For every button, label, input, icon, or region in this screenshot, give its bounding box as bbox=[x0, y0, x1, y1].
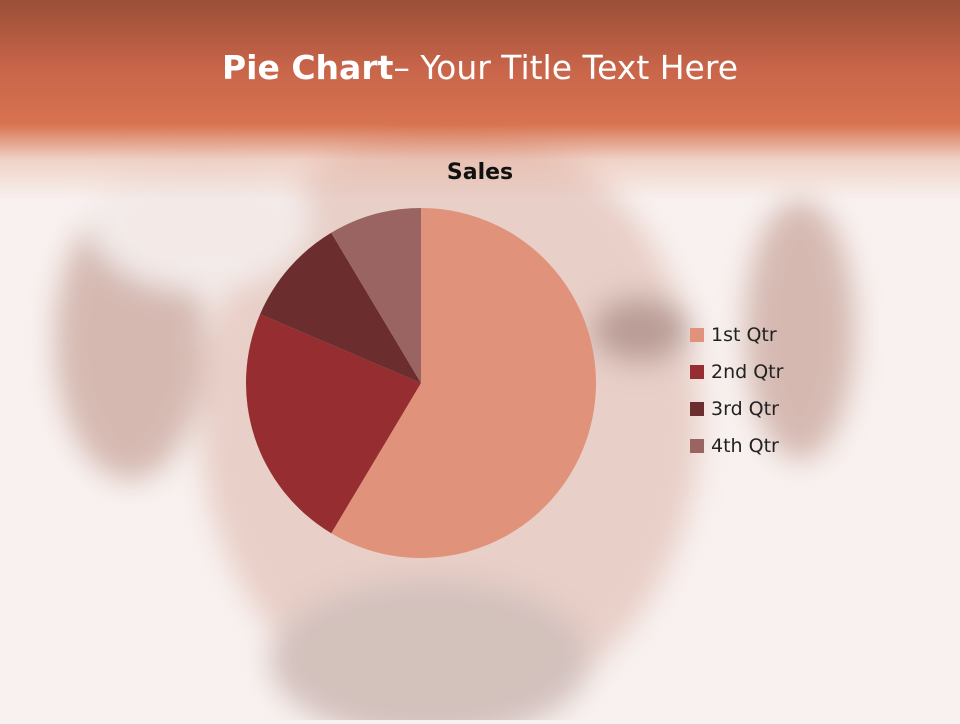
legend-label: 3rd Qtr bbox=[711, 397, 779, 420]
title-banner bbox=[0, 0, 960, 200]
legend-swatch bbox=[690, 327, 704, 342]
chart-title: Sales bbox=[446, 160, 514, 185]
slide-title: Pie Chart– Your Title Text Here bbox=[0, 48, 960, 87]
pie-slice-1 bbox=[331, 208, 597, 558]
legend-swatch bbox=[690, 364, 704, 379]
legend-label: 4th Qtr bbox=[711, 434, 779, 457]
slide-title-bold: Pie Chart bbox=[221, 48, 394, 87]
legend-item: 1st Qtr bbox=[690, 316, 783, 353]
legend-swatch bbox=[690, 438, 704, 453]
legend-item: 3rd Qtr bbox=[690, 390, 783, 427]
slide-title-rest: – Your Title Text Here bbox=[393, 48, 739, 87]
chart-legend: 1st Qtr 2nd Qtr 3rd Qtr 4th Qtr bbox=[690, 316, 783, 464]
legend-item: 4th Qtr bbox=[690, 427, 783, 464]
legend-item: 2nd Qtr bbox=[690, 353, 783, 390]
legend-label: 1st Qtr bbox=[711, 323, 777, 346]
pie-slice-4 bbox=[331, 208, 421, 383]
pie-slice-2 bbox=[245, 314, 421, 534]
legend-swatch bbox=[690, 401, 704, 416]
legend-label: 2nd Qtr bbox=[711, 360, 784, 383]
pie-slice-3 bbox=[260, 232, 421, 383]
